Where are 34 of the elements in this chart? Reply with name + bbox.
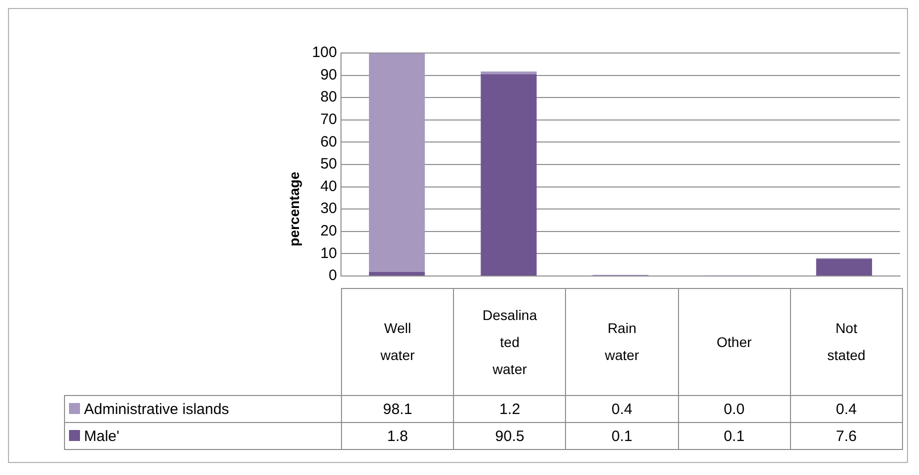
bar	[368, 272, 425, 276]
data-label: 90.5	[454, 422, 566, 450]
y-tick-label: 70	[320, 111, 337, 128]
data-label: 0.1	[678, 422, 790, 450]
y-tick-label: 60	[320, 133, 337, 150]
bar	[816, 259, 872, 276]
data-label: 98.1	[342, 396, 454, 422]
bar	[480, 72, 537, 74]
bar	[368, 53, 425, 272]
data-label: 0.4	[566, 396, 678, 422]
y-tick-label: 50	[320, 156, 337, 173]
x-tick-label: Desalinated water	[482, 306, 538, 378]
y-tick-label: 30	[320, 200, 337, 218]
y-tick-label: 80	[320, 88, 337, 106]
data-label: 1.2	[454, 396, 566, 422]
data-label: 0.4	[790, 396, 902, 422]
y-tick-label: 90	[320, 66, 337, 84]
x-tick-label: Other	[716, 332, 753, 352]
y-tick-label: 20	[320, 222, 337, 240]
y-tick-label: 10	[320, 244, 337, 262]
y-tick-label: 100	[312, 44, 337, 62]
data-label: 1.8	[342, 422, 454, 450]
x-tick-label: Not stated	[826, 319, 866, 365]
data-label: 0.1	[566, 422, 678, 450]
data-label: 0.0	[678, 396, 790, 422]
x-tick-label: Well water	[379, 319, 416, 365]
bar	[480, 74, 537, 276]
y-tick-label: 40	[320, 178, 337, 195]
legend-label: Male'	[84, 428, 120, 444]
y-axis-title: percentage	[286, 172, 302, 246]
x-tick-label: Rain water	[604, 319, 640, 365]
y-tick-label: 0	[328, 267, 337, 284]
data-label: 7.6	[790, 422, 902, 450]
legend-label: Administrative islands	[84, 400, 230, 418]
